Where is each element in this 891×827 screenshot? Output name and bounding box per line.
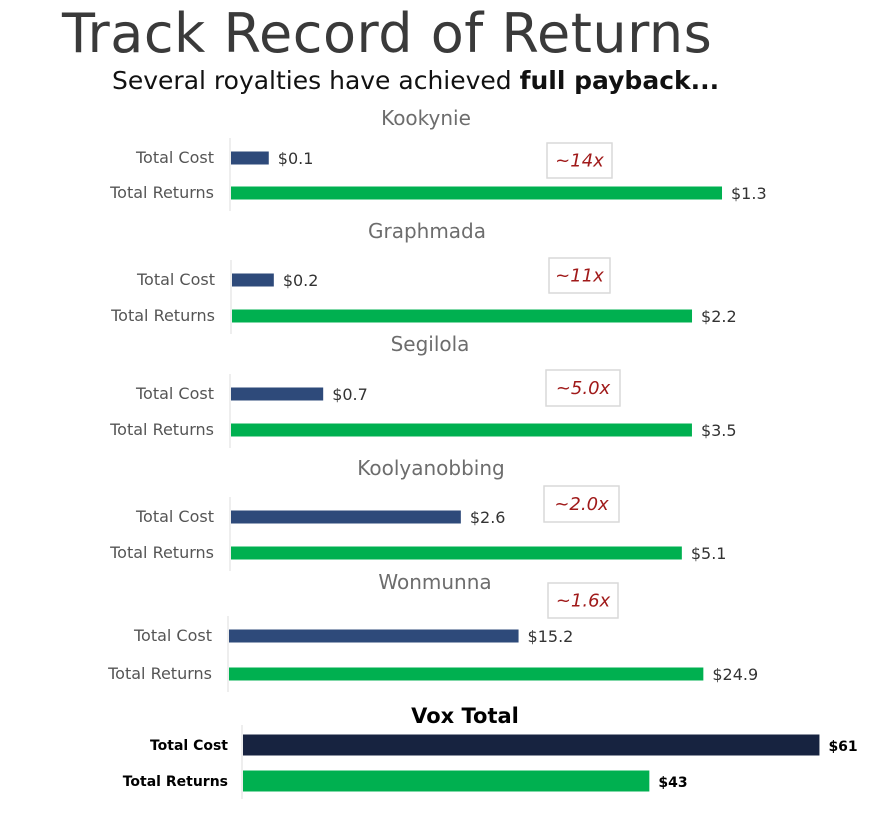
category-label-wonmunna-0: Total Cost: [133, 626, 212, 645]
chart-title-segilola: Segilola: [391, 332, 470, 356]
category-label-kookynie-1: Total Returns: [109, 183, 214, 202]
multiple-label-kookynie: ~14x: [555, 151, 604, 172]
category-label-segilola-0: Total Cost: [135, 384, 214, 403]
multiple-box-wonmunna: [547, 582, 619, 619]
category-label-graphmada-0: Total Cost: [136, 270, 215, 289]
bar-wonmunna-returns: [229, 667, 704, 681]
value-label-kookynie-1: $1.3: [731, 184, 767, 203]
bar-vox-total-cost: [243, 734, 820, 756]
bar-koolyanobbing-cost: [231, 510, 461, 524]
category-label-kookynie-0: Total Cost: [135, 148, 214, 167]
multiple-box-koolyanobbing: [543, 485, 620, 523]
value-label-wonmunna-1: $24.9: [712, 665, 758, 684]
chart-title-graphmada: Graphmada: [368, 219, 486, 243]
value-label-vox-total-1: $43: [658, 775, 687, 791]
bar-kookynie-cost: [231, 151, 269, 165]
bar-kookynie-returns: [231, 186, 723, 200]
page-title: Track Record of Returns: [62, 2, 713, 65]
multiple-box-graphmada: [548, 257, 611, 294]
multiple-box-kookynie: [546, 142, 613, 179]
chart-title-koolyanobbing: Koolyanobbing: [357, 456, 504, 480]
chart-title-kookynie: Kookynie: [381, 106, 471, 130]
bar-koolyanobbing-returns: [231, 546, 682, 560]
bar-segilola-cost: [231, 387, 324, 401]
multiple-label-segilola: ~5.0x: [556, 378, 611, 399]
category-label-wonmunna-1: Total Returns: [107, 664, 212, 683]
value-label-kookynie-0: $0.1: [278, 149, 314, 168]
multiple-label-graphmada: ~11x: [555, 266, 604, 287]
multiple-label-koolyanobbing: ~2.0x: [554, 494, 609, 515]
bar-segilola-returns: [231, 423, 692, 437]
category-label-segilola-1: Total Returns: [109, 420, 214, 439]
value-label-koolyanobbing-0: $2.6: [470, 508, 506, 527]
multiple-label-wonmunna: ~1.6x: [556, 591, 611, 612]
bar-graphmada-cost: [232, 273, 274, 287]
multiple-box-segilola: [545, 369, 621, 407]
value-label-graphmada-1: $2.2: [701, 307, 737, 326]
subtitle-emphasis: full payback...: [519, 66, 720, 95]
value-label-vox-total-0: $61: [828, 739, 857, 755]
category-label-koolyanobbing-0: Total Cost: [135, 507, 214, 526]
value-label-koolyanobbing-1: $5.1: [691, 544, 727, 563]
value-label-wonmunna-0: $15.2: [528, 627, 574, 646]
value-label-segilola-0: $0.7: [332, 385, 368, 404]
subtitle-text: Several royalties have achieved: [112, 66, 520, 95]
bar-wonmunna-cost: [229, 629, 519, 643]
category-label-vox-total-1: Total Returns: [123, 774, 228, 790]
category-label-vox-total-0: Total Cost: [150, 738, 228, 754]
value-label-graphmada-0: $0.2: [283, 271, 319, 290]
chart-title-vox-total: Vox Total: [411, 704, 519, 728]
chart-title-wonmunna: Wonmunna: [378, 570, 491, 594]
value-label-segilola-1: $3.5: [701, 421, 737, 440]
category-label-graphmada-1: Total Returns: [110, 306, 215, 325]
bar-vox-total-returns: [243, 770, 650, 792]
page-subtitle: Several royalties have achieved full pay…: [112, 66, 719, 95]
category-label-koolyanobbing-1: Total Returns: [109, 543, 214, 562]
bar-graphmada-returns: [232, 309, 693, 323]
